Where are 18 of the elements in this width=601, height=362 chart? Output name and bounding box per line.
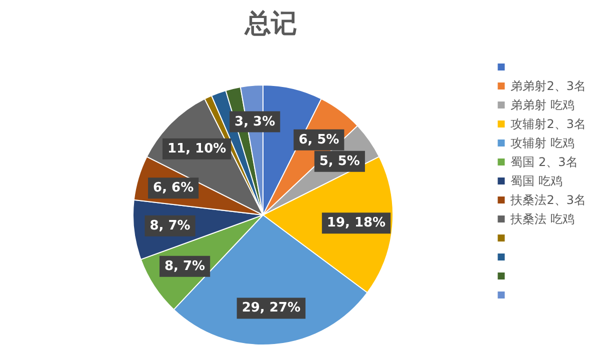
legend-label: 弟弟射 吃鸡 xyxy=(510,98,575,112)
legend-label: 弟弟射2、3名 xyxy=(510,79,586,93)
legend-label: 蜀国 2、3名 xyxy=(510,155,578,169)
data-label: 19, 18% xyxy=(326,216,386,231)
data-label: 5, 5% xyxy=(319,154,360,169)
legend-label: 蜀国 吃鸡 xyxy=(510,174,563,188)
legend-label: 扶桑法 吃鸡 xyxy=(510,212,575,226)
legend-label: 扶桑法2、3名 xyxy=(510,193,586,207)
chart-title: 总记 xyxy=(244,9,297,39)
data-label: 3, 3% xyxy=(234,114,276,130)
data-label: 8, 7% xyxy=(164,258,206,274)
data-label: 11, 10% xyxy=(167,141,226,156)
data-label: 6, 5% xyxy=(298,132,340,148)
legend-label: 攻辅射2、3名 xyxy=(510,117,586,131)
data-label: 6, 6% xyxy=(153,180,194,196)
data-label: 8, 7% xyxy=(150,218,190,234)
legend-label: 攻辅射 吃鸡 xyxy=(510,136,575,150)
data-label: 29, 27% xyxy=(242,300,300,316)
